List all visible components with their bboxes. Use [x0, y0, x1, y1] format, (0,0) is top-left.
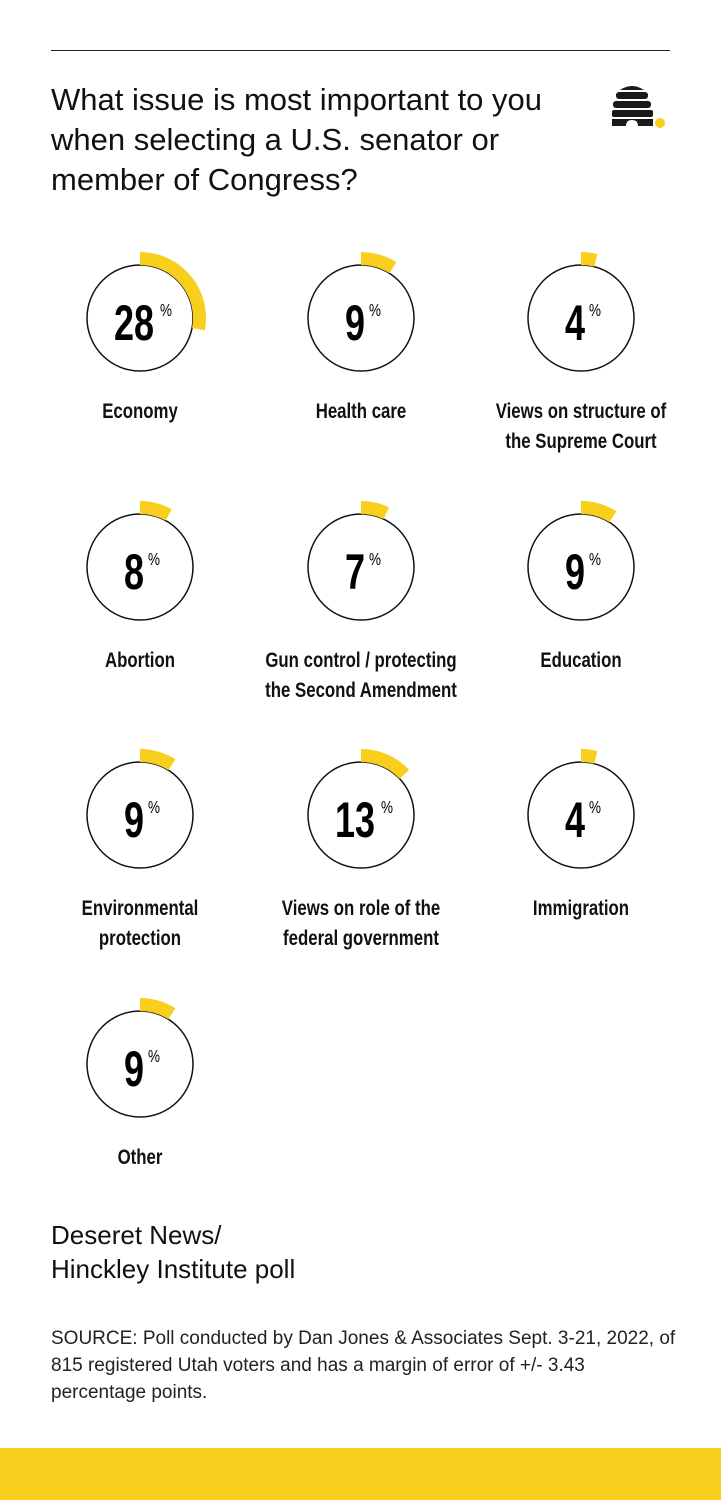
item-9: 9%: [86, 998, 194, 1118]
value-label: 8: [124, 545, 144, 600]
category-label: Other: [117, 1146, 163, 1169]
category-label: Environmental protection: [81, 897, 199, 950]
percent-sign: %: [589, 798, 601, 817]
item-6: 9%: [86, 749, 194, 869]
page-title: What issue is most important to you when…: [51, 82, 543, 197]
item-0: 28%: [86, 252, 206, 372]
percent-sign: %: [148, 798, 160, 817]
value-arc: [140, 252, 206, 331]
value-arc: [361, 252, 397, 274]
value-arc: [361, 501, 390, 520]
item-1: 9%: [307, 252, 415, 372]
chart: 28% 9% 4 %8% 7% 9 %9% 13% 4 %9%: [86, 252, 635, 1118]
value-arc: [581, 749, 598, 764]
category-label: Views on structure of the Supreme Court: [495, 400, 667, 453]
poll-name: Deseret News/ Hinckley Institute poll: [51, 1218, 295, 1286]
source-note: SOURCE: Poll conducted by Dan Jones & As…: [51, 1328, 676, 1403]
category-label: Views on role of the federal government: [281, 897, 441, 950]
item-2: 4%: [527, 252, 635, 372]
value-label: 9: [124, 1042, 144, 1097]
top-rule: [51, 50, 670, 51]
value-arc: [140, 749, 176, 771]
item-8: 4%: [527, 749, 635, 869]
value-label: 9: [345, 296, 365, 351]
item-4: 7%: [307, 501, 415, 621]
percent-sign: %: [589, 301, 601, 320]
value-arc: [361, 749, 410, 779]
percent-sign: %: [160, 301, 172, 320]
item-3: 8%: [86, 501, 194, 621]
footer-bar: [0, 1448, 721, 1500]
poll-name-line-1: Deseret News/: [51, 1220, 222, 1250]
beehive-logo-icon: [612, 86, 665, 128]
category-label: Economy: [102, 400, 178, 423]
percent-sign: %: [589, 550, 601, 569]
percent-sign: %: [369, 301, 381, 320]
percent-sign: %: [148, 550, 160, 569]
value-arc: [140, 501, 172, 521]
value-arc: [140, 998, 176, 1020]
poll-name-line-2: Hinckley Institute poll: [51, 1254, 296, 1284]
value-label: 4: [565, 296, 585, 351]
category-label: Abortion: [105, 649, 175, 672]
value-label: 4: [565, 793, 585, 848]
percent-sign: %: [381, 798, 393, 817]
value-label: 7: [345, 545, 365, 600]
item-5: 9%: [527, 501, 635, 621]
value-arc: [581, 252, 598, 267]
value-label: 9: [565, 545, 585, 600]
value-arc: [581, 501, 617, 523]
item-7: 13%: [307, 749, 415, 869]
category-label: Gun control / protecting the Second Amen…: [265, 649, 457, 702]
value-label: 28: [114, 296, 154, 351]
category-label: Education: [540, 649, 622, 672]
percent-sign: %: [148, 1047, 160, 1066]
value-label: 9: [124, 793, 144, 848]
category-label: Immigration: [532, 897, 630, 920]
category-label: Health care: [315, 400, 407, 423]
percent-sign: %: [369, 550, 381, 569]
value-label: 13: [335, 793, 375, 848]
